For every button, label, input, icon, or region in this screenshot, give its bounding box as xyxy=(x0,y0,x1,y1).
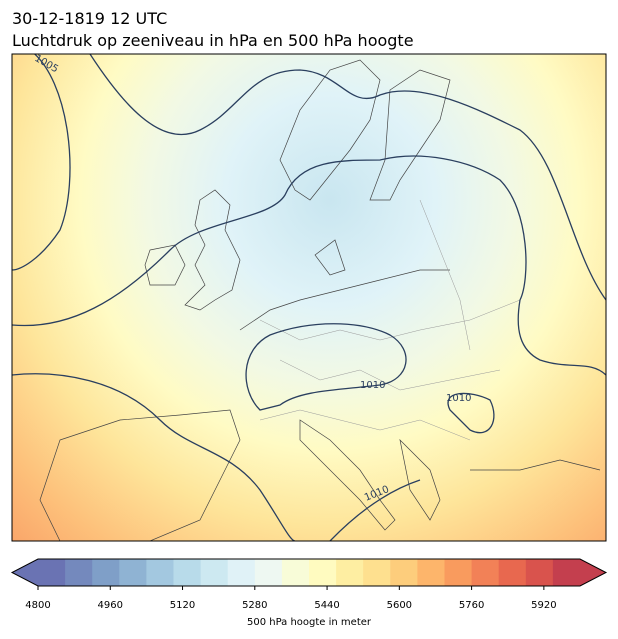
date-title: 30-12-1819 12 UTC xyxy=(12,9,167,28)
colorbar-outline xyxy=(10,558,608,587)
colorbar-tick-label: 5760 xyxy=(459,600,484,611)
colorbar-segment xyxy=(200,559,229,586)
colorbar-segment xyxy=(336,559,364,586)
colorbar-extend-low xyxy=(12,559,38,586)
map-title: Luchtdruk op zeeniveau in hPa en 500 hPa… xyxy=(12,31,414,50)
isobars xyxy=(12,54,606,541)
colorbar-segment xyxy=(281,559,310,586)
colorbar-segment xyxy=(525,559,554,586)
colorbar-tick-label: 5920 xyxy=(531,600,556,611)
map: 1005 1010 1010 1010 xyxy=(12,54,606,541)
colorbar-tick-label: 5440 xyxy=(314,600,339,611)
colorbar: 4800 4960 5120 5280 5440 5600 5760 5920 xyxy=(10,558,608,611)
colorbar-extend-high xyxy=(580,559,606,586)
colorbar-segment xyxy=(38,559,66,586)
colorbar-tick-label: 4960 xyxy=(98,600,123,611)
contour-label: 1010 xyxy=(446,393,471,404)
colorbar-label: 500 hPa hoogte in meter xyxy=(247,617,372,628)
map-frame xyxy=(11,53,607,542)
colorbar-segment xyxy=(173,559,202,586)
contour-label: 1010 xyxy=(360,380,385,391)
colorbar-segment xyxy=(417,559,445,586)
colorbar-segment xyxy=(444,559,473,586)
colorbar-segment xyxy=(498,559,527,586)
colorbar-segment xyxy=(119,559,147,586)
colorbar-tick-label: 4800 xyxy=(25,600,50,611)
colorbar-segment xyxy=(254,559,283,586)
colorbar-segment xyxy=(552,559,581,586)
colorbar-segment xyxy=(471,559,500,586)
colorbar-tick-label: 5120 xyxy=(170,600,195,611)
colorbar-segment xyxy=(309,559,337,586)
colorbar-segment xyxy=(65,559,93,586)
colorbar-tick-label: 5600 xyxy=(387,600,412,611)
colorbar-segment xyxy=(390,559,418,586)
colorbar-segment xyxy=(363,559,391,586)
colorbar-segment xyxy=(146,559,174,586)
colorbar-segment xyxy=(92,559,120,586)
borders xyxy=(259,199,521,441)
colorbar-tick-label: 5280 xyxy=(242,600,267,611)
colorbar-segment xyxy=(227,559,256,586)
coastlines xyxy=(39,59,601,541)
